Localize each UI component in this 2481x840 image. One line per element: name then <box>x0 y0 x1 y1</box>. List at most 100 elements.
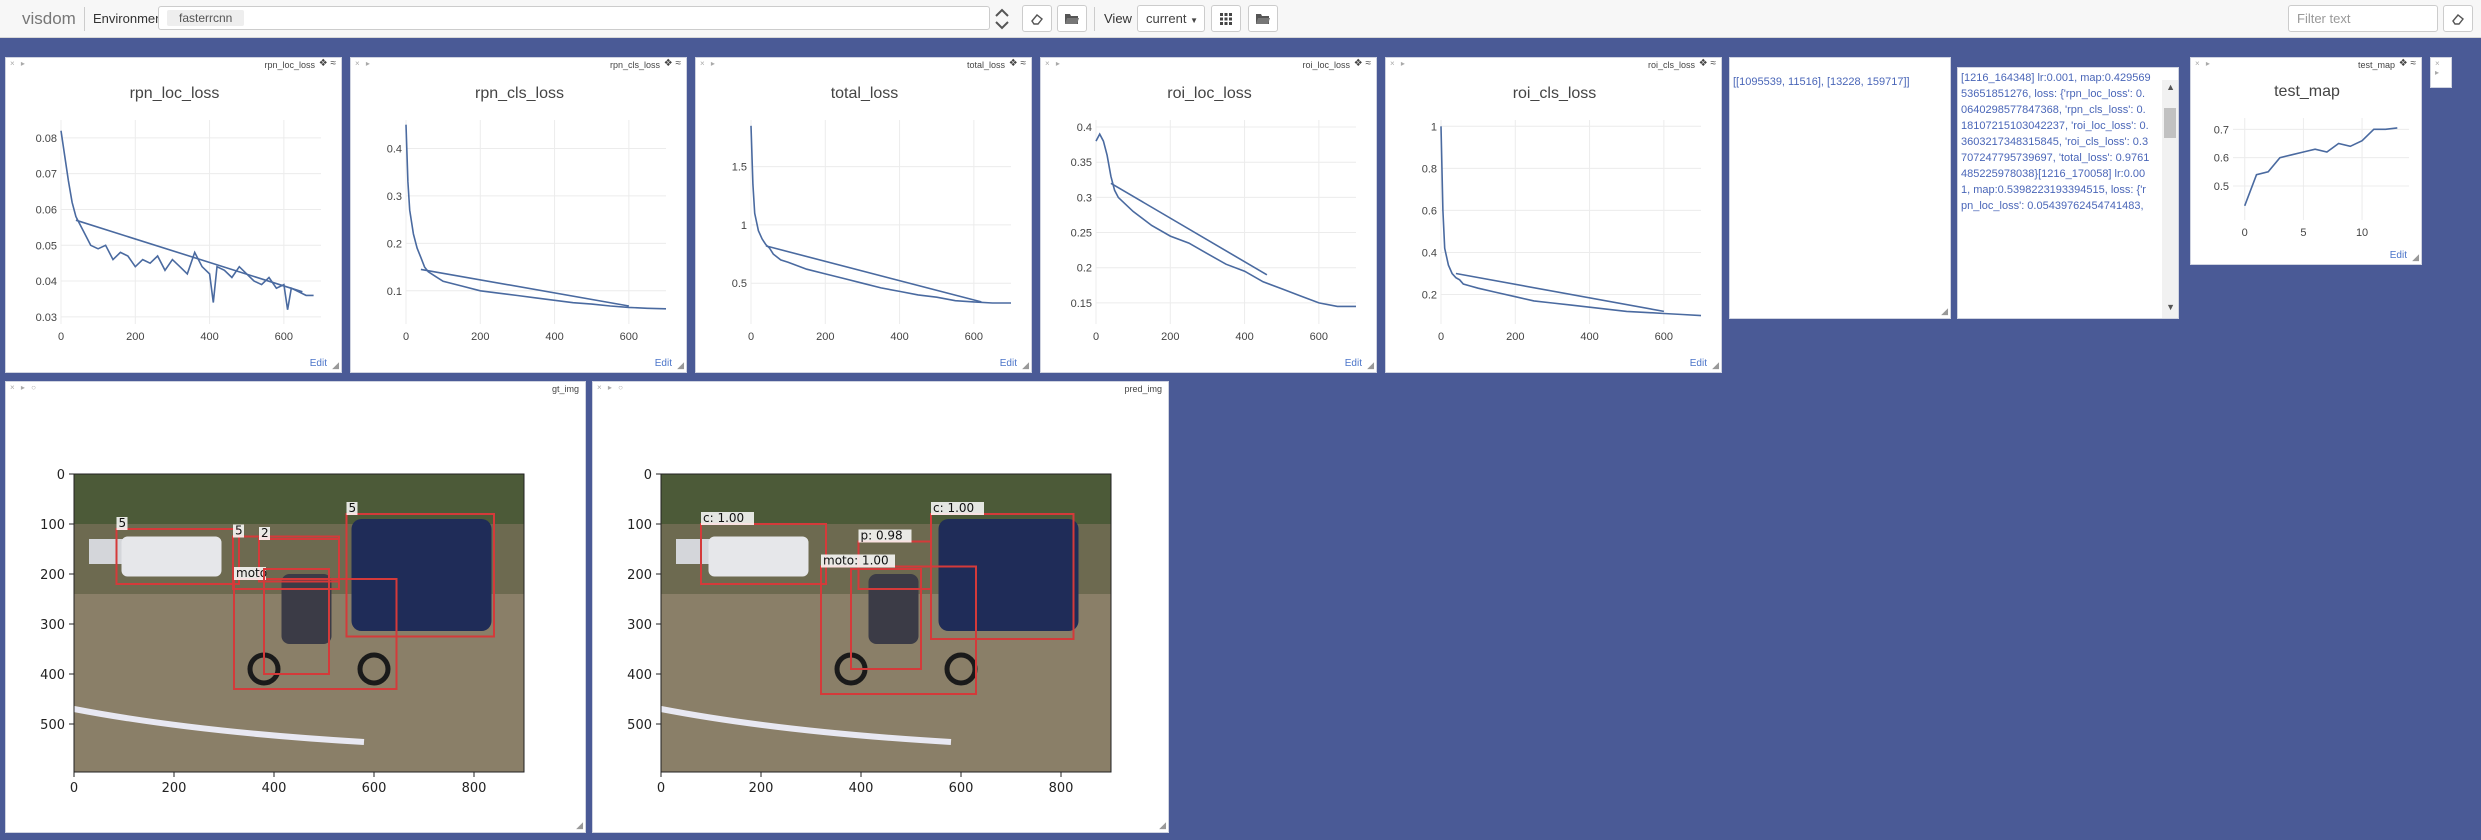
filter-text-input[interactable] <box>2288 5 2438 32</box>
window-pred-img[interactable]: × ▸ ○ pred_img 0 100 200 300 400 500 0 200 400 60… <box>592 381 1169 833</box>
environment-selector[interactable]: fasterrcnn <box>158 6 990 30</box>
environment-up-down-icon[interactable] <box>992 6 1012 32</box>
window-rpn-loc-loss[interactable]: × ▸ rpn_loc_loss ❖ ≈ rpn_loc_loss 0.03 0.0… <box>5 57 342 373</box>
window-roi-loc-loss[interactable]: × ▸ roi_loc_loss ❖ ≈ roi_loc_loss 0.15 0.2… <box>1040 57 1377 373</box>
edit-link[interactable]: Edit <box>1689 358 1707 369</box>
y-tick-label: 0.05 <box>36 240 57 252</box>
line-chart-rpn-loc-loss[interactable]: rpn_loc_loss 0.03 0.04 0.05 0.06 0.07 0.08 0 200… <box>6 58 342 373</box>
window-total-loss[interactable]: × ▸ total_loss ❖ ≈ total_loss 0.5 1 1.5 0 200… <box>695 57 1032 373</box>
resize-handle-icon[interactable]: ◢ <box>332 360 339 370</box>
line-chart-total-loss[interactable]: total_loss 0.5 1 1.5 0 200 400 600 <box>696 58 1032 373</box>
window-controls-icon[interactable]: × ▸ <box>355 59 372 68</box>
series-line-segment[interactable] <box>765 245 982 303</box>
window-controls-icon[interactable]: × ▸ ○ <box>10 383 38 392</box>
window-titlebar[interactable]: × ▸ test_map ❖ ≈ <box>2191 58 2421 72</box>
series-line-segment[interactable] <box>420 268 630 307</box>
bounding-box <box>345 513 495 638</box>
series-line-segment[interactable] <box>75 219 303 293</box>
repack-button[interactable] <box>1211 5 1241 32</box>
save-and-smooth-icon[interactable]: ❖ ≈ <box>1353 58 1371 69</box>
resize-handle-icon[interactable]: ◢ <box>1712 360 1719 370</box>
resize-handle-icon[interactable]: ◢ <box>677 360 684 370</box>
save-and-smooth-icon[interactable]: ❖ ≈ <box>1008 58 1026 69</box>
x-tick-label: 600 <box>965 331 983 343</box>
save-and-smooth-icon[interactable]: ❖ ≈ <box>2398 58 2416 69</box>
line-chart-roi-loc-loss[interactable]: roi_loc_loss 0.15 0.2 0.25 0.3 0.35 0.4 0 200 400… <box>1041 58 1377 373</box>
line-chart-roi-cls-loss[interactable]: roi_cls_loss 0.2 0.4 0.6 0.8 1 0 200 400 600 <box>1386 58 1722 373</box>
resize-handle-icon[interactable]: ◢ <box>1159 820 1166 830</box>
window-test-map[interactable]: × ▸ test_map ❖ ≈ test_map 0.5 0.6 0.7 0 5 10 E… <box>2190 57 2422 265</box>
edit-link[interactable]: Edit <box>309 358 327 369</box>
scroll-up-icon[interactable]: ▲ <box>2166 82 2175 92</box>
y-tick-label: 1 <box>1431 121 1437 133</box>
series-line-segment[interactable] <box>1455 272 1665 313</box>
photo-track-tape <box>660 706 952 745</box>
y-tick-label: 0 <box>644 468 652 483</box>
window-controls-icon[interactable]: × ▸ <box>2195 59 2212 68</box>
scrollbar[interactable]: ▲ ▼ <box>2162 80 2178 318</box>
view-select[interactable]: current ▼ <box>1137 5 1205 32</box>
y-tick-label: 0.2 <box>1422 290 1437 302</box>
edit-link[interactable]: Edit <box>2389 250 2407 261</box>
window-titlebar[interactable]: × ▸ total_loss ❖ ≈ <box>696 58 1031 72</box>
line-chart-test-map[interactable]: test_map 0.5 0.6 0.7 0 5 10 <box>2191 58 2422 265</box>
series-line[interactable] <box>1440 126 1702 317</box>
window-titlebar[interactable]: × ▸ roi_loc_loss ❖ ≈ <box>1041 58 1376 72</box>
window-rpn-cls-loss[interactable]: × ▸ rpn_cls_loss ❖ ≈ rpn_cls_loss 0.1 0.2 0… <box>350 57 687 373</box>
manage-environments-button[interactable] <box>1057 5 1087 32</box>
y-tick-label: 500 <box>40 718 65 733</box>
manage-views-button[interactable] <box>1248 5 1278 32</box>
save-and-smooth-icon[interactable]: ❖ ≈ <box>663 58 681 69</box>
window-counts-text[interactable]: [[1095539, 11516], [13228, 159717]] ◢ <box>1729 57 1951 319</box>
window-titlebar[interactable]: × ▸ rpn_loc_loss ❖ ≈ <box>6 58 341 72</box>
resize-handle-icon[interactable]: ◢ <box>576 820 583 830</box>
window-roi-cls-loss[interactable]: × ▸ roi_cls_loss ❖ ≈ roi_cls_loss 0.2 0.4 0… <box>1385 57 1722 373</box>
series-line[interactable] <box>2243 127 2398 207</box>
window-controls-icon[interactable]: × ▸ <box>1045 59 1062 68</box>
environment-tag[interactable]: fasterrcnn <box>167 10 245 26</box>
edit-link[interactable]: Edit <box>654 358 672 369</box>
window-log-text[interactable]: [1216_164348] lr:0.001, map:0.4295695365… <box>1957 67 2179 319</box>
series-line[interactable] <box>750 125 1011 304</box>
scrollbar-thumb[interactable] <box>2164 108 2176 138</box>
series-line[interactable] <box>1095 132 1356 308</box>
line-chart-rpn-cls-loss[interactable]: rpn_cls_loss 0.1 0.2 0.3 0.4 0 200 400 600 <box>351 58 687 373</box>
y-tick-label: 0.3 <box>1077 192 1092 204</box>
window-titlebar[interactable]: × ▸ ○ pred_img <box>593 382 1168 396</box>
window-controls-icon[interactable]: × ▸ <box>700 59 717 68</box>
window-titlebar[interactable]: × ▸ ○ gt_img <box>6 382 585 396</box>
brand-logo[interactable]: visdom <box>22 9 76 28</box>
counts-text: [[1095539, 11516], [13228, 159717]] <box>1733 76 1910 88</box>
scroll-down-icon[interactable]: ▼ <box>2166 302 2175 312</box>
series-line-segment[interactable] <box>1110 182 1268 276</box>
edit-link[interactable]: Edit <box>999 358 1017 369</box>
clear-filter-button[interactable] <box>2443 5 2473 32</box>
x-tick-label: 400 <box>849 781 874 796</box>
resize-handle-icon[interactable]: ◢ <box>2412 252 2419 262</box>
resize-handle-icon[interactable]: ◢ <box>1022 360 1029 370</box>
resize-handle-icon[interactable]: ◢ <box>1367 360 1374 370</box>
edit-link[interactable]: Edit <box>1344 358 1362 369</box>
x-tick-label: 0 <box>58 331 64 343</box>
x-tick-label: 200 <box>471 331 489 343</box>
bounding-box <box>700 523 827 585</box>
window-controls-icon[interactable]: × ▸ ○ <box>597 383 625 392</box>
photo-track-tape <box>73 706 365 745</box>
window-controls-icon[interactable]: × ▸ <box>2435 59 2442 77</box>
window-controls-icon[interactable]: × ▸ <box>10 59 27 68</box>
window-titlebar[interactable]: × ▸ roi_cls_loss ❖ ≈ <box>1386 58 1721 72</box>
window-titlebar[interactable]: × ▸ rpn_cls_loss ❖ ≈ <box>351 58 686 72</box>
window-collapsed[interactable]: × ▸ <box>2430 57 2452 88</box>
y-tick-label: 0.4 <box>1422 247 1437 259</box>
window-controls-icon[interactable]: × ▸ <box>1390 59 1407 68</box>
save-and-smooth-icon[interactable]: ❖ ≈ <box>318 58 336 69</box>
series-line[interactable] <box>405 124 667 310</box>
resize-handle-icon[interactable]: ◢ <box>1941 306 1948 316</box>
clear-environment-button[interactable] <box>1022 5 1052 32</box>
box-label-bg <box>234 567 266 580</box>
window-gt-img[interactable]: × ▸ ○ gt_img 0 100 200 300 400 500 0 200 400 600 8… <box>5 381 586 833</box>
save-and-smooth-icon[interactable]: ❖ ≈ <box>1698 58 1716 69</box>
box-label: 5 <box>235 524 243 538</box>
x-tick-label: 0 <box>2242 227 2248 239</box>
x-tick-label: 10 <box>2356 227 2368 239</box>
